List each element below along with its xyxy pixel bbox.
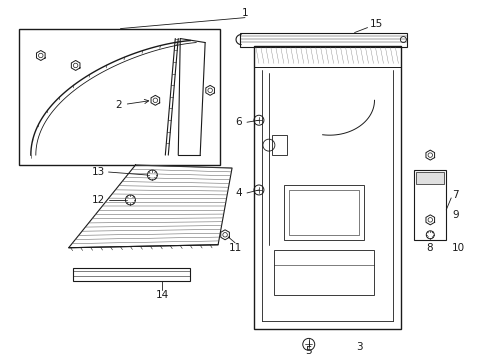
Bar	[288, 190, 358, 235]
Text: 3: 3	[356, 342, 362, 352]
Bar	[415, 172, 443, 184]
Bar	[253, 45, 401, 329]
Text: 8: 8	[425, 243, 432, 253]
Bar	[19, 28, 220, 165]
Text: 12: 12	[92, 195, 105, 205]
Bar	[253, 45, 401, 67]
Text: 13: 13	[92, 167, 105, 177]
Bar	[413, 170, 446, 240]
Text: 9: 9	[451, 210, 458, 220]
Bar	[240, 32, 407, 46]
Bar	[273, 250, 373, 294]
Text: 5: 5	[305, 346, 311, 356]
Text: 2: 2	[115, 99, 148, 110]
Bar	[271, 135, 286, 155]
Text: 15: 15	[369, 19, 382, 28]
Text: 14: 14	[155, 289, 168, 300]
Text: 10: 10	[451, 243, 465, 253]
Text: 4: 4	[235, 188, 242, 198]
Text: 11: 11	[228, 243, 241, 253]
Text: 7: 7	[451, 190, 458, 200]
Bar	[73, 268, 190, 280]
Text: 6: 6	[235, 117, 242, 127]
Text: 1: 1	[241, 8, 248, 18]
Bar	[283, 185, 363, 240]
